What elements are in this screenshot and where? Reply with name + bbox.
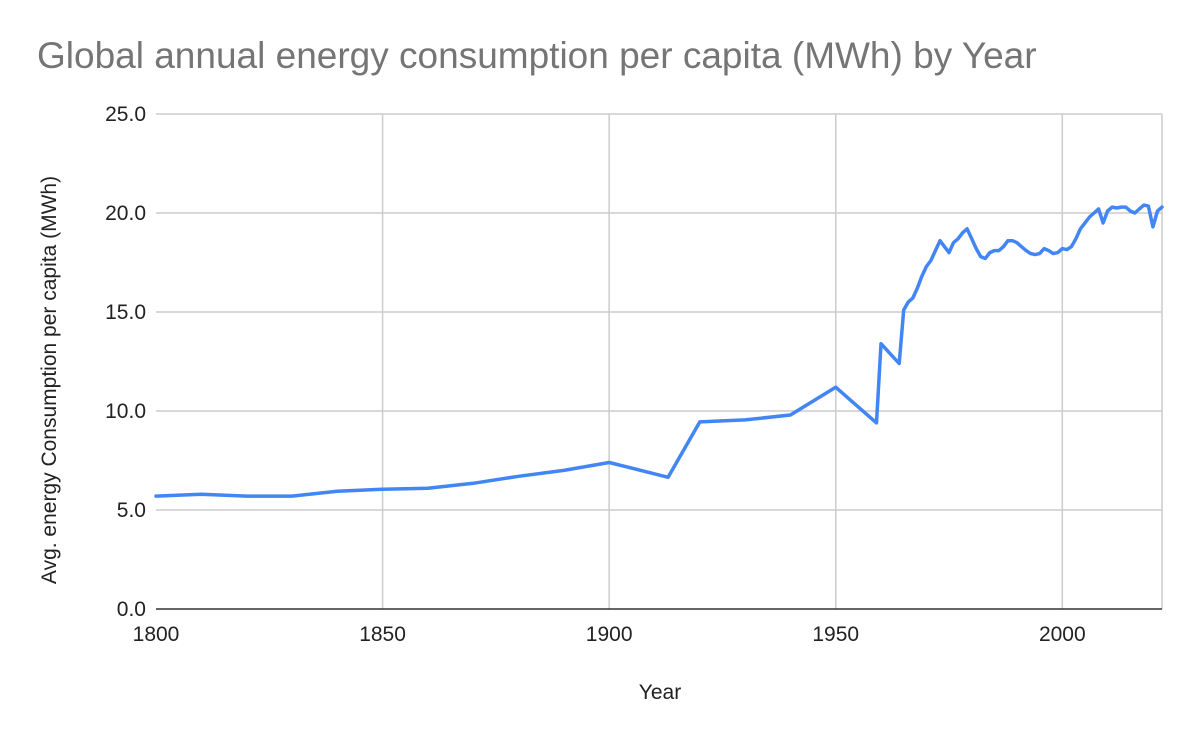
x-axis-label: Year: [639, 681, 681, 704]
y-tick-label: 25.0: [105, 103, 146, 126]
x-tick-label: 1800: [133, 623, 180, 646]
y-tick-label: 15.0: [105, 301, 146, 324]
y-tick-label: 20.0: [105, 202, 146, 225]
x-tick-label: 1950: [812, 623, 859, 646]
x-axis-ticks: 1800 1850 1900 1950 2000: [133, 623, 1086, 646]
y-axis-label: Avg. energy Consumption per capita (MWh): [38, 176, 61, 584]
x-tick-label: 1850: [359, 623, 406, 646]
gridlines: [156, 113, 1163, 609]
series-line: [154, 203, 1164, 498]
series-group: [154, 203, 1164, 498]
chart-title: Global annual energy consumption per cap…: [37, 35, 1037, 76]
x-tick-label: 2000: [1039, 623, 1086, 646]
x-tick-label: 1900: [586, 623, 633, 646]
y-tick-label: 10.0: [105, 400, 146, 423]
y-tick-label: 5.0: [117, 499, 146, 522]
y-axis-ticks: 0.0 5.0 10.0 15.0 20.0 25.0: [105, 103, 146, 621]
y-tick-label: 0.0: [117, 598, 146, 621]
